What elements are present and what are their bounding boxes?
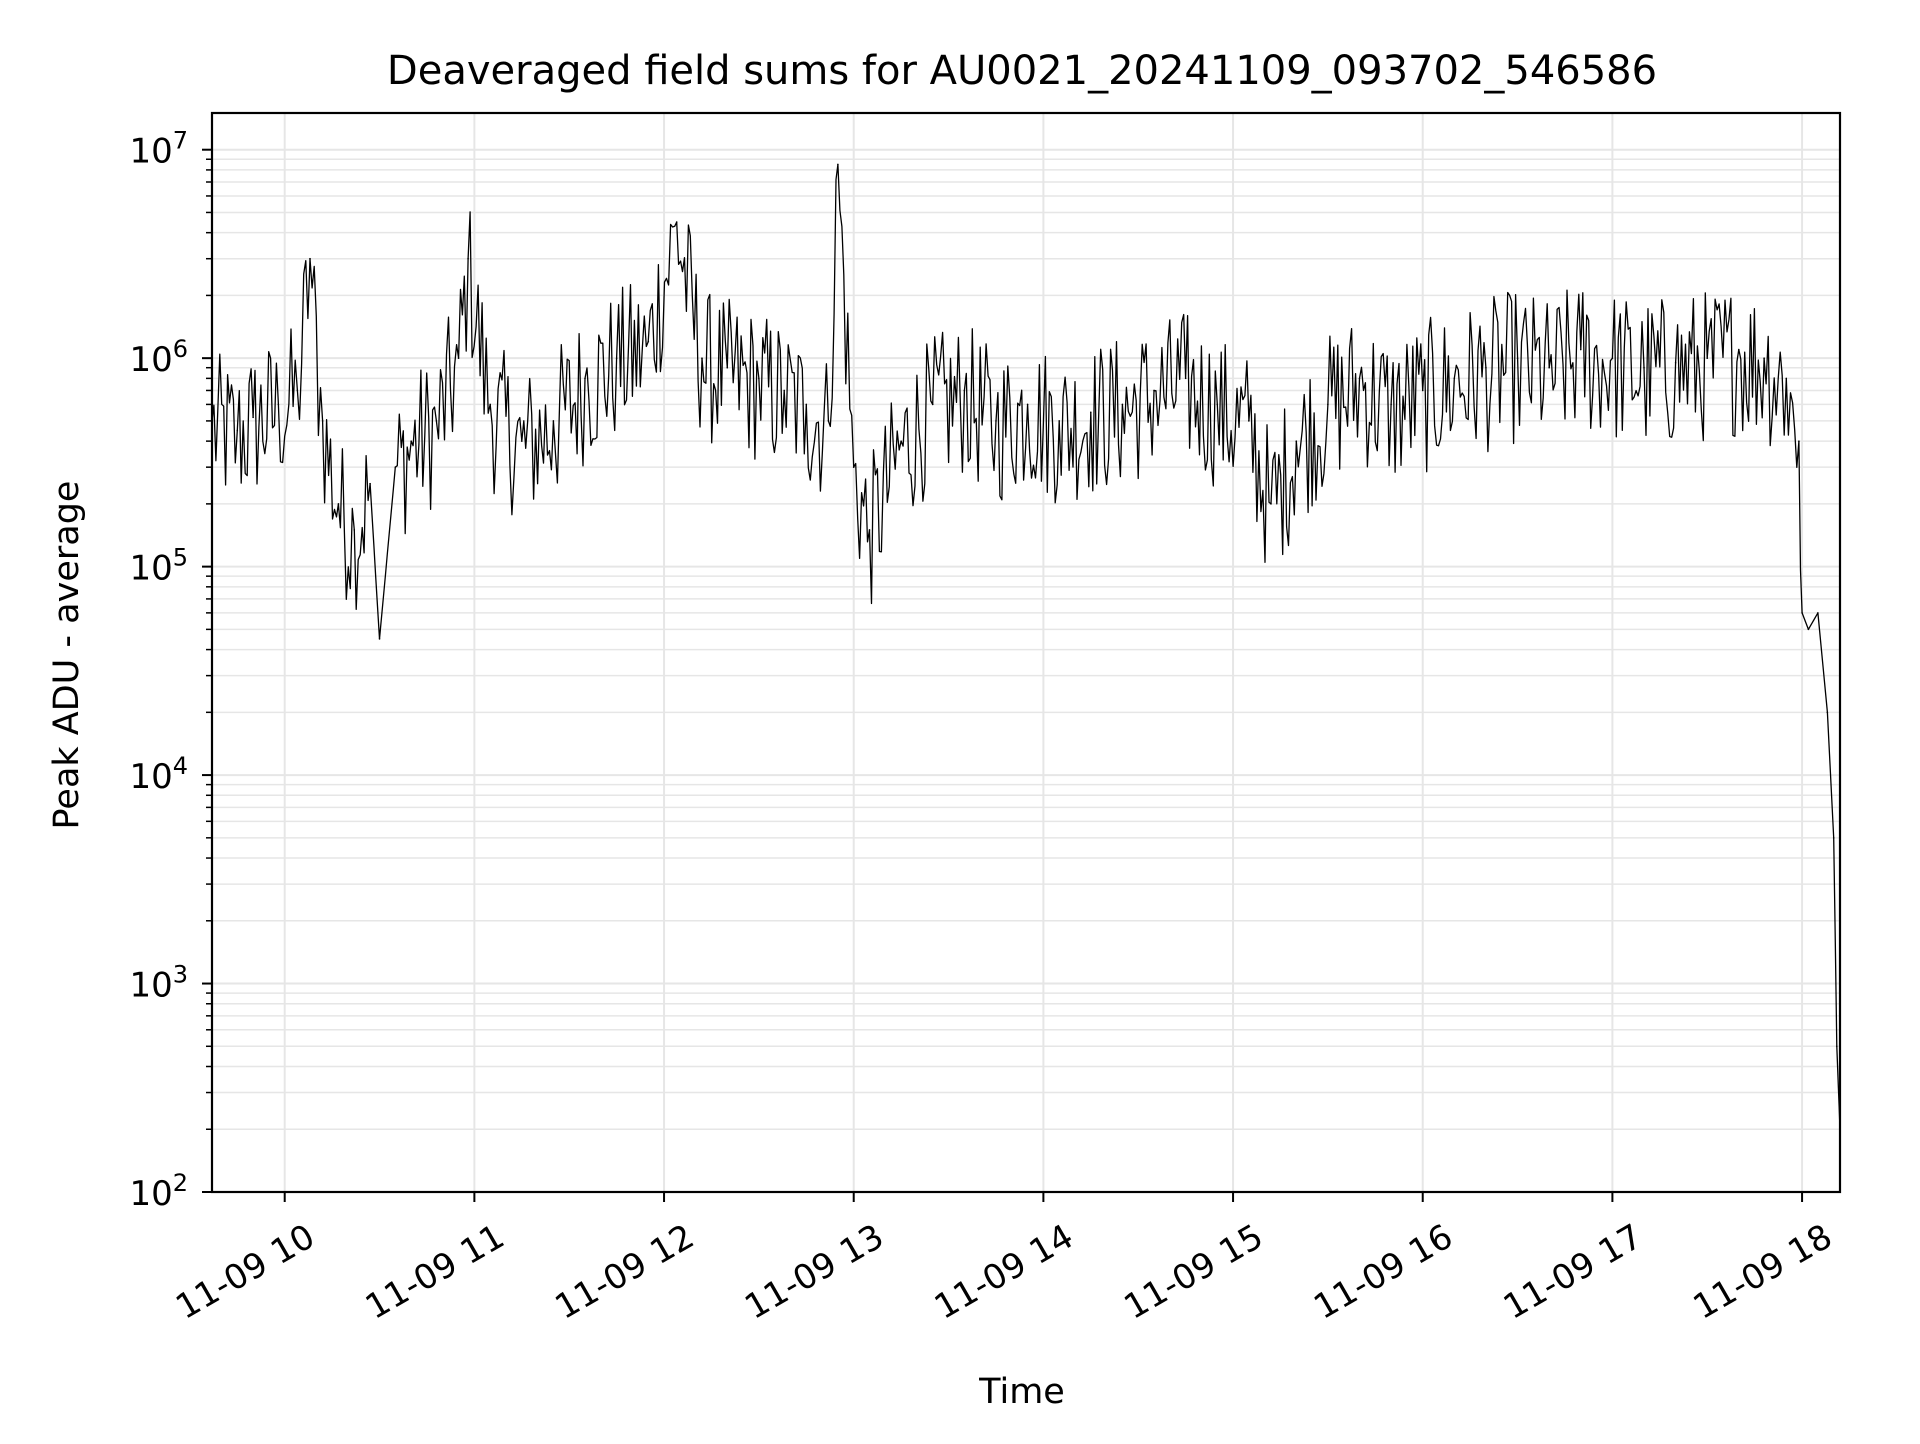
data-point xyxy=(277,403,280,406)
grid xyxy=(212,113,1840,1193)
data-point xyxy=(1763,357,1765,359)
data-point xyxy=(1121,403,1124,406)
data-point xyxy=(1184,377,1187,380)
data-point xyxy=(337,503,340,505)
y-tick-label: 102 xyxy=(129,1169,188,1214)
data-point xyxy=(467,257,469,260)
data-point xyxy=(1248,420,1250,422)
data-point xyxy=(1801,612,1803,614)
data-point xyxy=(995,420,997,422)
data-point xyxy=(353,529,356,531)
data-point xyxy=(783,389,785,392)
data-point xyxy=(1817,612,1819,614)
data-point xyxy=(1295,440,1298,442)
chart-title: Deaveraged field sums for AU0021_2024110… xyxy=(387,48,1657,94)
data-point xyxy=(837,163,839,166)
data-point xyxy=(552,420,555,422)
data-point xyxy=(1798,440,1800,442)
data-point xyxy=(584,377,586,380)
data-point xyxy=(435,420,438,422)
data-point xyxy=(1270,503,1272,505)
data-point xyxy=(1390,403,1392,406)
data-point xyxy=(520,440,523,442)
data-point xyxy=(489,403,491,406)
data-point xyxy=(1611,357,1614,359)
data-point xyxy=(1485,366,1487,369)
data-point xyxy=(309,257,311,260)
y-tick-label: 107 xyxy=(129,127,188,172)
data-point xyxy=(236,429,239,432)
data-point xyxy=(1548,366,1550,369)
data-point xyxy=(1826,711,1829,714)
data-point xyxy=(963,389,966,392)
data-point xyxy=(1153,389,1155,392)
data-point xyxy=(931,403,934,406)
data-point xyxy=(1026,403,1029,406)
data-point xyxy=(1836,1045,1838,1048)
data-point xyxy=(701,357,703,359)
data-point xyxy=(758,377,760,380)
data-point xyxy=(868,529,871,531)
data-point xyxy=(1058,420,1060,422)
y-axis-label: Peak ADU - average xyxy=(47,481,87,830)
data-point xyxy=(852,466,855,468)
data-point xyxy=(378,638,381,640)
data-point xyxy=(1358,377,1361,380)
data-point xyxy=(647,340,650,343)
data-point xyxy=(675,221,678,223)
y-tick-label: 106 xyxy=(129,335,188,380)
data-point xyxy=(410,440,412,442)
data-point xyxy=(457,357,460,359)
data-point xyxy=(252,416,254,419)
data-point xyxy=(1421,389,1424,392)
data-point xyxy=(321,420,324,422)
plot-frame xyxy=(210,111,1842,1194)
y-tick-label: 103 xyxy=(129,961,188,1006)
data-point xyxy=(1785,377,1788,380)
data-point xyxy=(1706,357,1709,359)
data-point xyxy=(900,440,902,442)
data-point xyxy=(1453,377,1456,380)
data-point xyxy=(1579,348,1582,351)
data-point xyxy=(1832,837,1835,839)
y-tick-label: 105 xyxy=(129,544,188,589)
data-point xyxy=(1516,357,1519,359)
data-point xyxy=(1674,362,1677,364)
x-axis-label: Time xyxy=(978,1372,1065,1412)
data-point xyxy=(1090,411,1092,414)
data-point xyxy=(394,466,397,468)
data-point xyxy=(1807,628,1810,631)
data-point xyxy=(1738,348,1740,351)
data-point xyxy=(827,420,830,422)
data-point xyxy=(296,389,299,392)
series-layer xyxy=(211,163,1841,1131)
data-point xyxy=(1216,403,1219,406)
data-point xyxy=(1643,366,1645,369)
y-tick-label: 104 xyxy=(129,752,188,797)
data-point xyxy=(1327,403,1329,406)
data-point xyxy=(615,357,618,359)
data-point xyxy=(805,403,808,406)
data-point xyxy=(726,366,729,369)
data-point xyxy=(369,482,371,485)
